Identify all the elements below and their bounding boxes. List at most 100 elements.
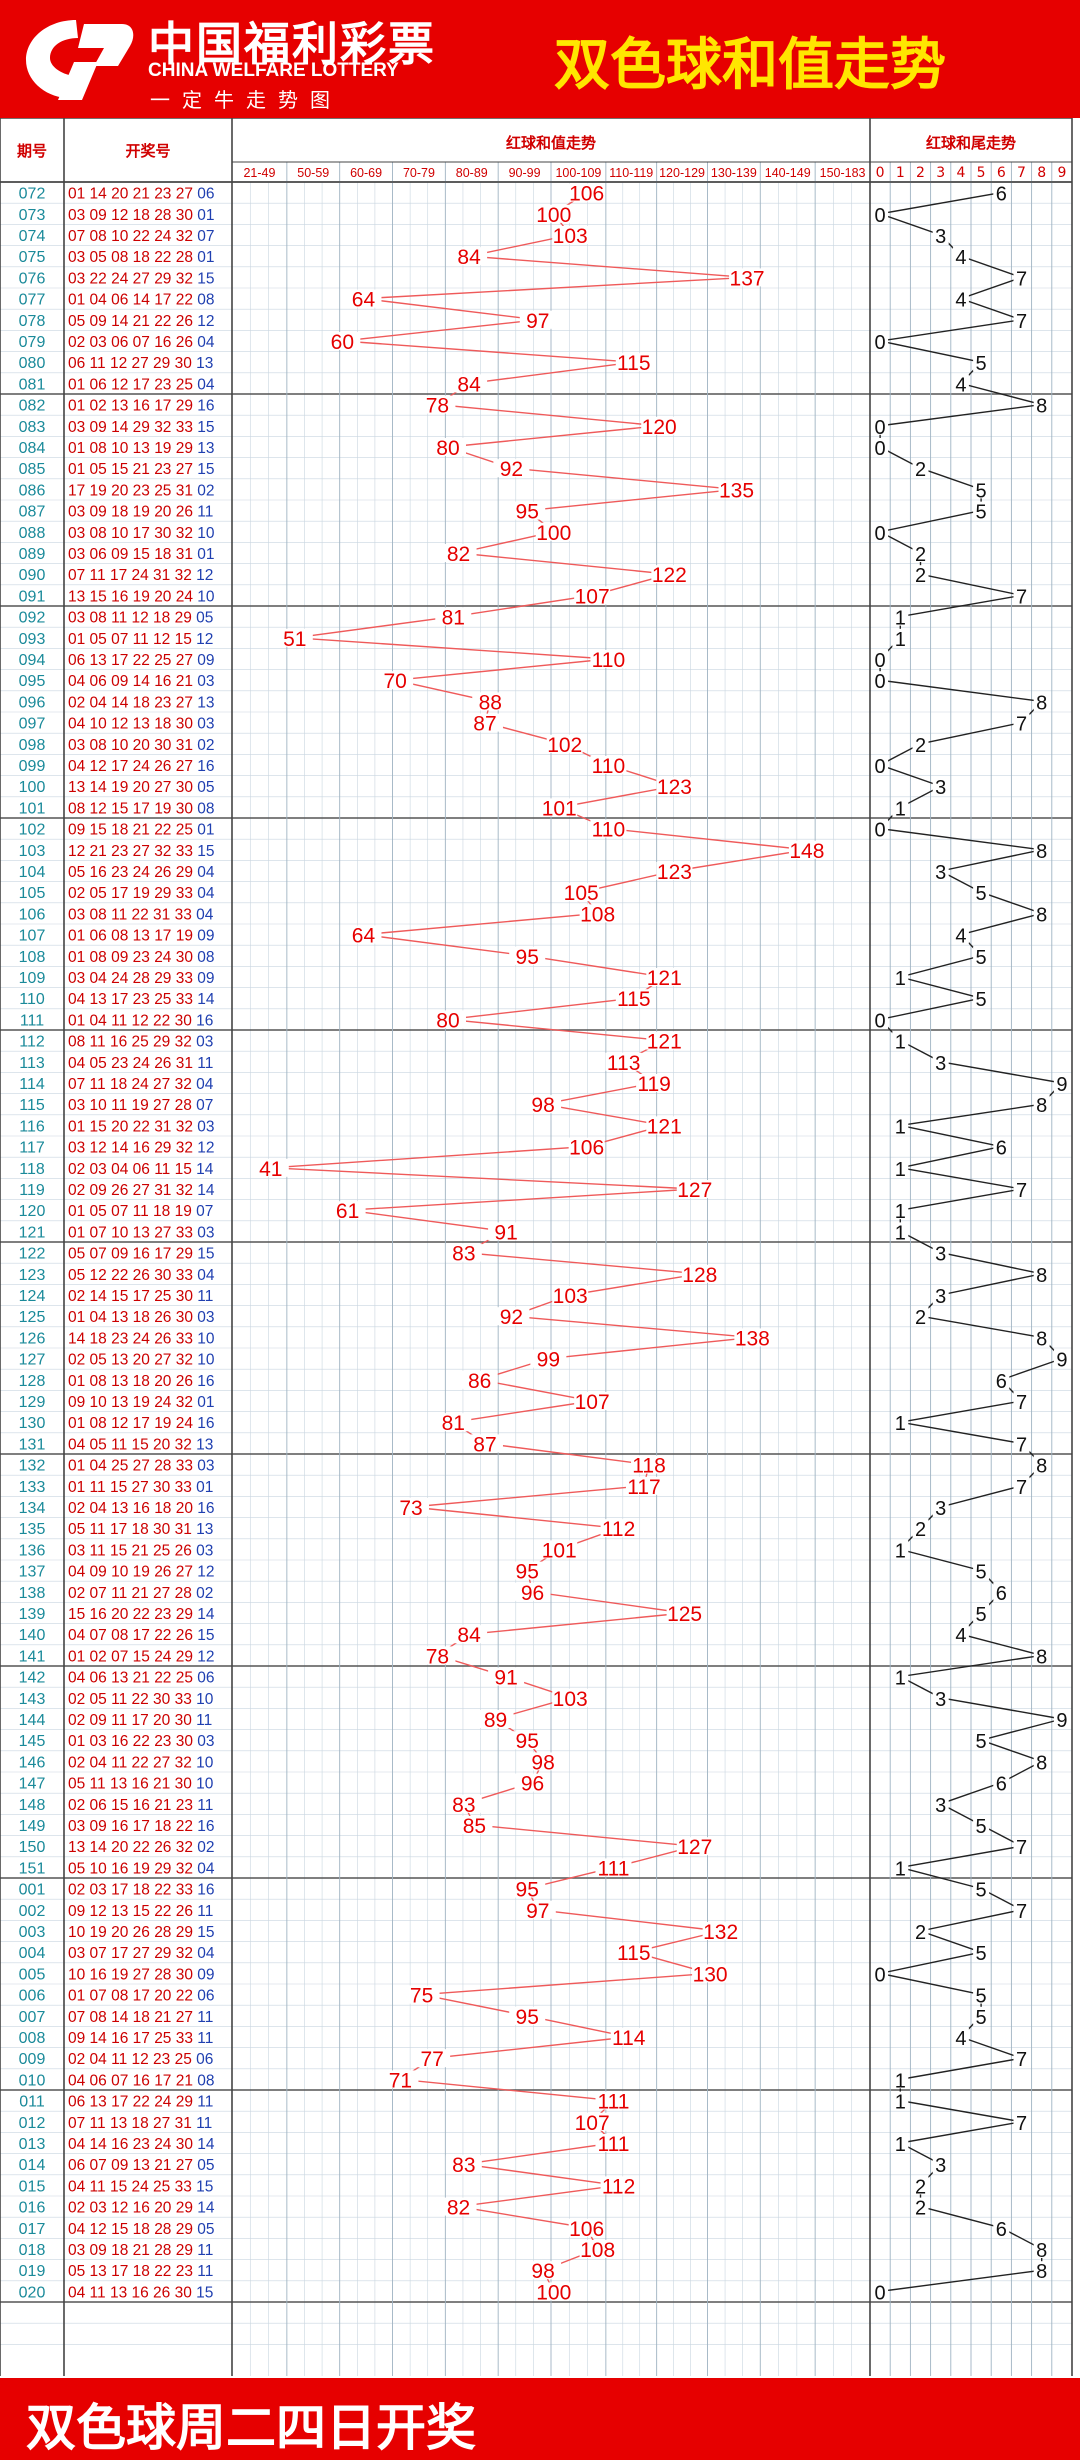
blue-ball: 08 <box>197 292 214 309</box>
draw-numbers: 01 08 13 18 20 26 16 <box>68 1373 215 1390</box>
red-balls: 05 13 17 18 22 23 <box>68 2263 197 2280</box>
tail-value: 1 <box>895 629 906 651</box>
period-number: 019 <box>19 2263 46 2280</box>
red-balls: 04 06 07 16 17 21 <box>68 2072 197 2089</box>
draw-numbers: 01 11 15 27 30 33 01 <box>68 1479 213 1496</box>
tail-value-bg <box>1013 310 1030 329</box>
period-number: 011 <box>19 2094 45 2111</box>
draw-numbers: 01 05 07 11 12 15 12 <box>68 631 213 648</box>
draw-numbers: 01 07 08 17 20 22 06 <box>68 1988 215 2005</box>
sum-value-bg <box>451 374 488 393</box>
draw-numbers: 02 07 11 21 27 28 02 <box>68 1585 213 1602</box>
draw-numbers: 05 10 16 19 29 32 04 <box>68 1860 215 1877</box>
period-number: 125 <box>19 1309 46 1326</box>
tail-value: 2 <box>915 459 926 481</box>
draw-numbers: 17 19 20 23 25 31 02 <box>68 482 215 499</box>
period-number: 095 <box>19 673 46 690</box>
tail-value: 0 <box>875 1964 886 1986</box>
blue-ball: 04 <box>197 1945 215 1962</box>
sum-value-bg <box>530 1349 567 1368</box>
draw-numbers: 06 13 17 22 25 27 09 <box>68 652 215 669</box>
tail-value: 5 <box>976 947 987 969</box>
period-number: 081 <box>19 376 46 393</box>
draw-numbers: 02 03 17 18 22 33 16 <box>68 1882 215 1899</box>
red-balls: 02 03 06 07 16 26 <box>68 334 197 351</box>
tail-value: 5 <box>976 1816 987 1838</box>
blue-ball: 13 <box>196 1436 213 1453</box>
sum-value-bg <box>440 2197 477 2216</box>
sum-value-bg <box>419 1646 456 1665</box>
tail-value: 7 <box>1016 2049 1027 2071</box>
blue-ball: 05 <box>196 610 213 627</box>
tail-value: 7 <box>1016 268 1027 290</box>
tail-value-bg <box>872 438 889 456</box>
red-balls: 04 13 17 23 25 33 <box>68 991 197 1008</box>
red-balls: 01 04 13 18 26 30 <box>68 1309 197 1326</box>
sum-value-bg <box>574 2112 611 2131</box>
blue-ball: 14 <box>197 2200 215 2217</box>
period-number: 148 <box>19 1797 46 1814</box>
draw-numbers: 06 07 09 13 21 27 05 <box>68 2157 215 2174</box>
tail-value: 9 <box>1056 1074 1067 1096</box>
sum-value: 85 <box>463 1815 486 1838</box>
sum-value-bg <box>563 883 600 902</box>
sum-value: 102 <box>547 734 582 757</box>
tail-value: 1 <box>895 1159 906 1181</box>
tail-value: 1 <box>895 798 906 820</box>
sum-value-bg <box>324 332 361 350</box>
draw-numbers: 09 12 13 15 22 26 11 <box>68 1903 213 1920</box>
sum-value: 86 <box>468 1370 491 1393</box>
blue-ball: 11 <box>197 2009 213 2026</box>
red-balls: 04 12 15 18 28 29 <box>68 2221 197 2238</box>
tail-value-bg <box>892 1540 909 1559</box>
draw-numbers: 01 14 20 21 23 27 06 <box>68 186 215 203</box>
sum-value-bg <box>488 1667 525 1686</box>
tail-value: 0 <box>875 417 886 439</box>
draw-numbers: 13 14 20 22 26 32 02 <box>68 1839 215 1856</box>
tail-digit-label: 6 <box>997 165 1006 181</box>
blue-ball: 13 <box>196 355 213 372</box>
period-number: 087 <box>19 504 46 521</box>
tail-value-bg <box>973 1879 990 1898</box>
period-number: 102 <box>19 822 46 839</box>
blue-ball: 16 <box>197 1415 214 1432</box>
blue-ball: 04 <box>196 906 214 923</box>
blue-ball: 02 <box>196 1585 213 1602</box>
tail-value-bg <box>993 2218 1010 2237</box>
sum-value-bg <box>509 1731 546 1750</box>
red-balls: 02 04 11 22 27 32 <box>68 1754 196 1771</box>
period-number: 007 <box>19 2009 46 2026</box>
red-balls: 02 04 13 16 18 20 <box>68 1500 197 1517</box>
tail-value-bg <box>973 1604 990 1622</box>
tail-value: 2 <box>915 2198 926 2220</box>
period-number: 005 <box>19 1966 46 1983</box>
sum-value: 123 <box>657 861 692 884</box>
red-balls: 13 15 16 19 20 24 <box>68 588 197 605</box>
period-number: 145 <box>19 1733 46 1750</box>
sum-value-bg <box>595 2134 632 2152</box>
sum-value-bg <box>568 183 605 202</box>
tail-value-bg <box>1013 2049 1030 2068</box>
sum-value: 101 <box>542 1539 577 1562</box>
sum-value: 82 <box>447 543 470 566</box>
sum-value: 106 <box>569 183 604 206</box>
sum-value: 83 <box>452 1794 475 1817</box>
blue-ball: 03 <box>196 1034 213 1051</box>
tail-value: 8 <box>1036 1752 1047 1774</box>
period-number: 096 <box>19 694 46 711</box>
tail-value: 8 <box>1036 1265 1047 1287</box>
tail-value-bg <box>973 480 990 499</box>
tail-value-bg <box>912 1922 929 1940</box>
blue-ball: 01 <box>197 207 214 224</box>
period-number: 088 <box>19 525 46 542</box>
tail-value: 1 <box>895 2134 906 2156</box>
draw-numbers: 01 03 16 22 23 30 03 <box>68 1733 215 1750</box>
sum-range-label: 90-99 <box>509 166 541 180</box>
draw-numbers: 03 08 10 20 30 31 02 <box>68 737 215 754</box>
sum-value-bg <box>636 1074 673 1092</box>
tail-value-bg <box>892 628 909 647</box>
period-number: 149 <box>19 1818 46 1835</box>
tail-value: 4 <box>955 374 966 396</box>
tail-value-bg <box>932 1243 949 1262</box>
tail-digit-label: 1 <box>896 165 905 181</box>
